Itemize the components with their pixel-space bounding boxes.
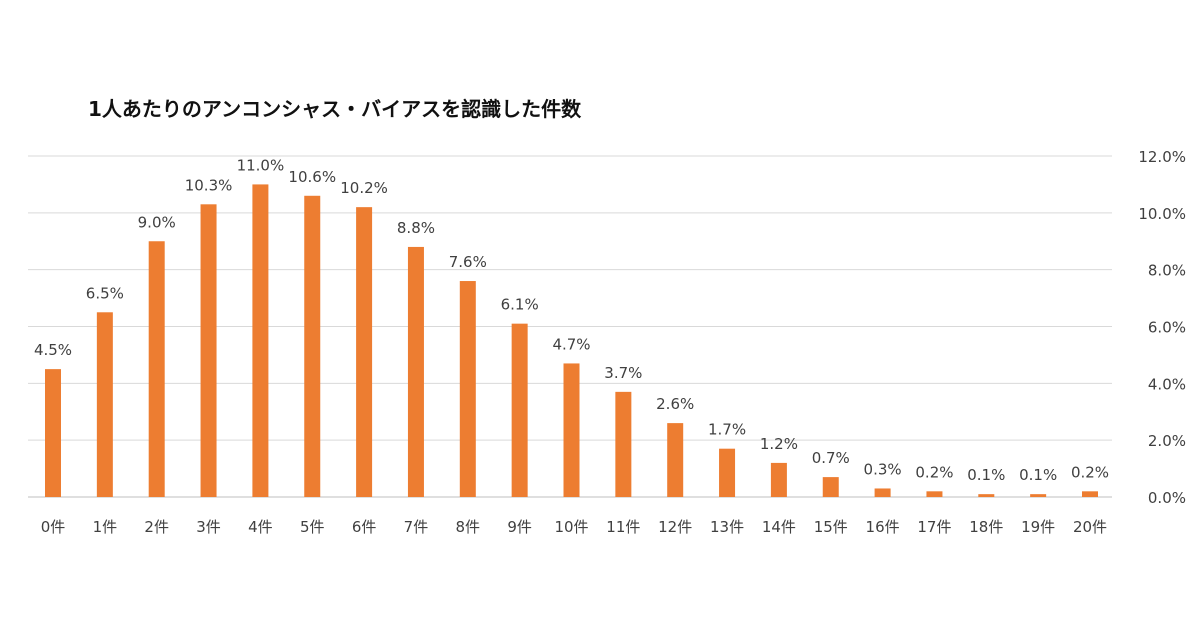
bar — [770, 462, 787, 497]
bar — [511, 323, 528, 497]
bar — [874, 488, 891, 497]
x-tick-label: 13件 — [710, 518, 744, 536]
x-tick-label: 12件 — [658, 518, 692, 536]
bar — [978, 494, 995, 497]
data-label: 0.2% — [1071, 463, 1109, 481]
bar — [459, 281, 476, 497]
x-tick-label: 17件 — [917, 518, 951, 536]
y-tick-label: 6.0% — [1148, 319, 1186, 337]
data-labels: 4.5% 6.5% 9.0% 10.3%11.0%10.6%10.2% 8.8% 7.6%… — [34, 156, 1109, 484]
x-tick-label: 15件 — [814, 518, 848, 536]
x-tick-label: 9件 — [507, 518, 532, 536]
bar — [1030, 494, 1047, 497]
bar — [407, 246, 424, 497]
bar — [252, 184, 269, 497]
data-label: 10.2% — [340, 179, 388, 197]
data-label: 2.6% — [656, 395, 694, 413]
y-tick-label: 10.0% — [1138, 205, 1186, 223]
bar — [719, 448, 736, 497]
y-axis-ticks: 0.0% 2.0% 4.0% 6.0% 8.0% 10.0% 12.0% — [1138, 148, 1186, 507]
data-label: 10.6% — [288, 168, 336, 186]
y-tick-label: 8.0% — [1148, 262, 1186, 280]
bar — [615, 391, 632, 497]
x-tick-label: 7件 — [404, 518, 429, 536]
bar — [356, 207, 373, 497]
bar — [926, 491, 943, 497]
bar — [1082, 491, 1098, 497]
x-tick-label: 0件 — [41, 518, 66, 536]
chart-title: 1人あたりのアンコンシャス・バイアスを認識した件数 — [88, 97, 582, 121]
x-axis-ticks: 0件 1件 2件 3件 4件 5件 6件 7件 8件 9件 10件 11件 12件 13件 14件 15件 16… — [41, 518, 1107, 536]
data-label: 1.2% — [760, 435, 798, 453]
data-label: 7.6% — [449, 253, 487, 271]
y-tick-label: 2.0% — [1148, 432, 1186, 450]
bar — [148, 241, 165, 497]
data-label: 0.2% — [915, 463, 953, 481]
bar — [200, 204, 217, 497]
x-tick-label: 6件 — [352, 518, 377, 536]
data-label: 6.5% — [86, 284, 124, 302]
x-tick-label: 18件 — [969, 518, 1003, 536]
x-tick-label: 3件 — [196, 518, 221, 536]
x-tick-label: 2件 — [144, 518, 169, 536]
data-label: 0.1% — [967, 466, 1005, 484]
x-tick-label: 10件 — [554, 518, 588, 536]
data-label: 0.1% — [1019, 466, 1057, 484]
x-tick-label: 11件 — [606, 518, 640, 536]
data-label: 4.7% — [552, 335, 590, 353]
data-label: 0.3% — [864, 460, 902, 478]
bar — [96, 312, 113, 497]
x-tick-label: 1件 — [93, 518, 118, 536]
x-tick-label: 20件 — [1073, 518, 1107, 536]
x-tick-label: 19件 — [1021, 518, 1055, 536]
x-tick-label: 4件 — [248, 518, 273, 536]
data-label: 4.5% — [34, 341, 72, 359]
bars — [45, 184, 1098, 498]
data-label: 0.7% — [812, 449, 850, 467]
bar — [563, 363, 580, 497]
data-label: 6.1% — [501, 296, 539, 314]
y-tick-label: 12.0% — [1138, 148, 1186, 166]
bar — [304, 195, 321, 498]
bar — [822, 477, 839, 497]
x-tick-label: 5件 — [300, 518, 325, 536]
data-label: 8.8% — [397, 219, 435, 237]
y-tick-label: 4.0% — [1148, 375, 1186, 393]
data-label: 10.3% — [185, 176, 233, 194]
data-label: 1.7% — [708, 421, 746, 439]
x-tick-label: 14件 — [762, 518, 796, 536]
x-tick-label: 16件 — [866, 518, 900, 536]
bar — [45, 369, 61, 497]
data-label: 9.0% — [138, 213, 176, 231]
data-label: 11.0% — [237, 156, 285, 174]
y-tick-label: 0.0% — [1148, 489, 1186, 507]
x-tick-label: 8件 — [456, 518, 481, 536]
data-label: 3.7% — [604, 364, 642, 382]
bar — [667, 423, 684, 497]
